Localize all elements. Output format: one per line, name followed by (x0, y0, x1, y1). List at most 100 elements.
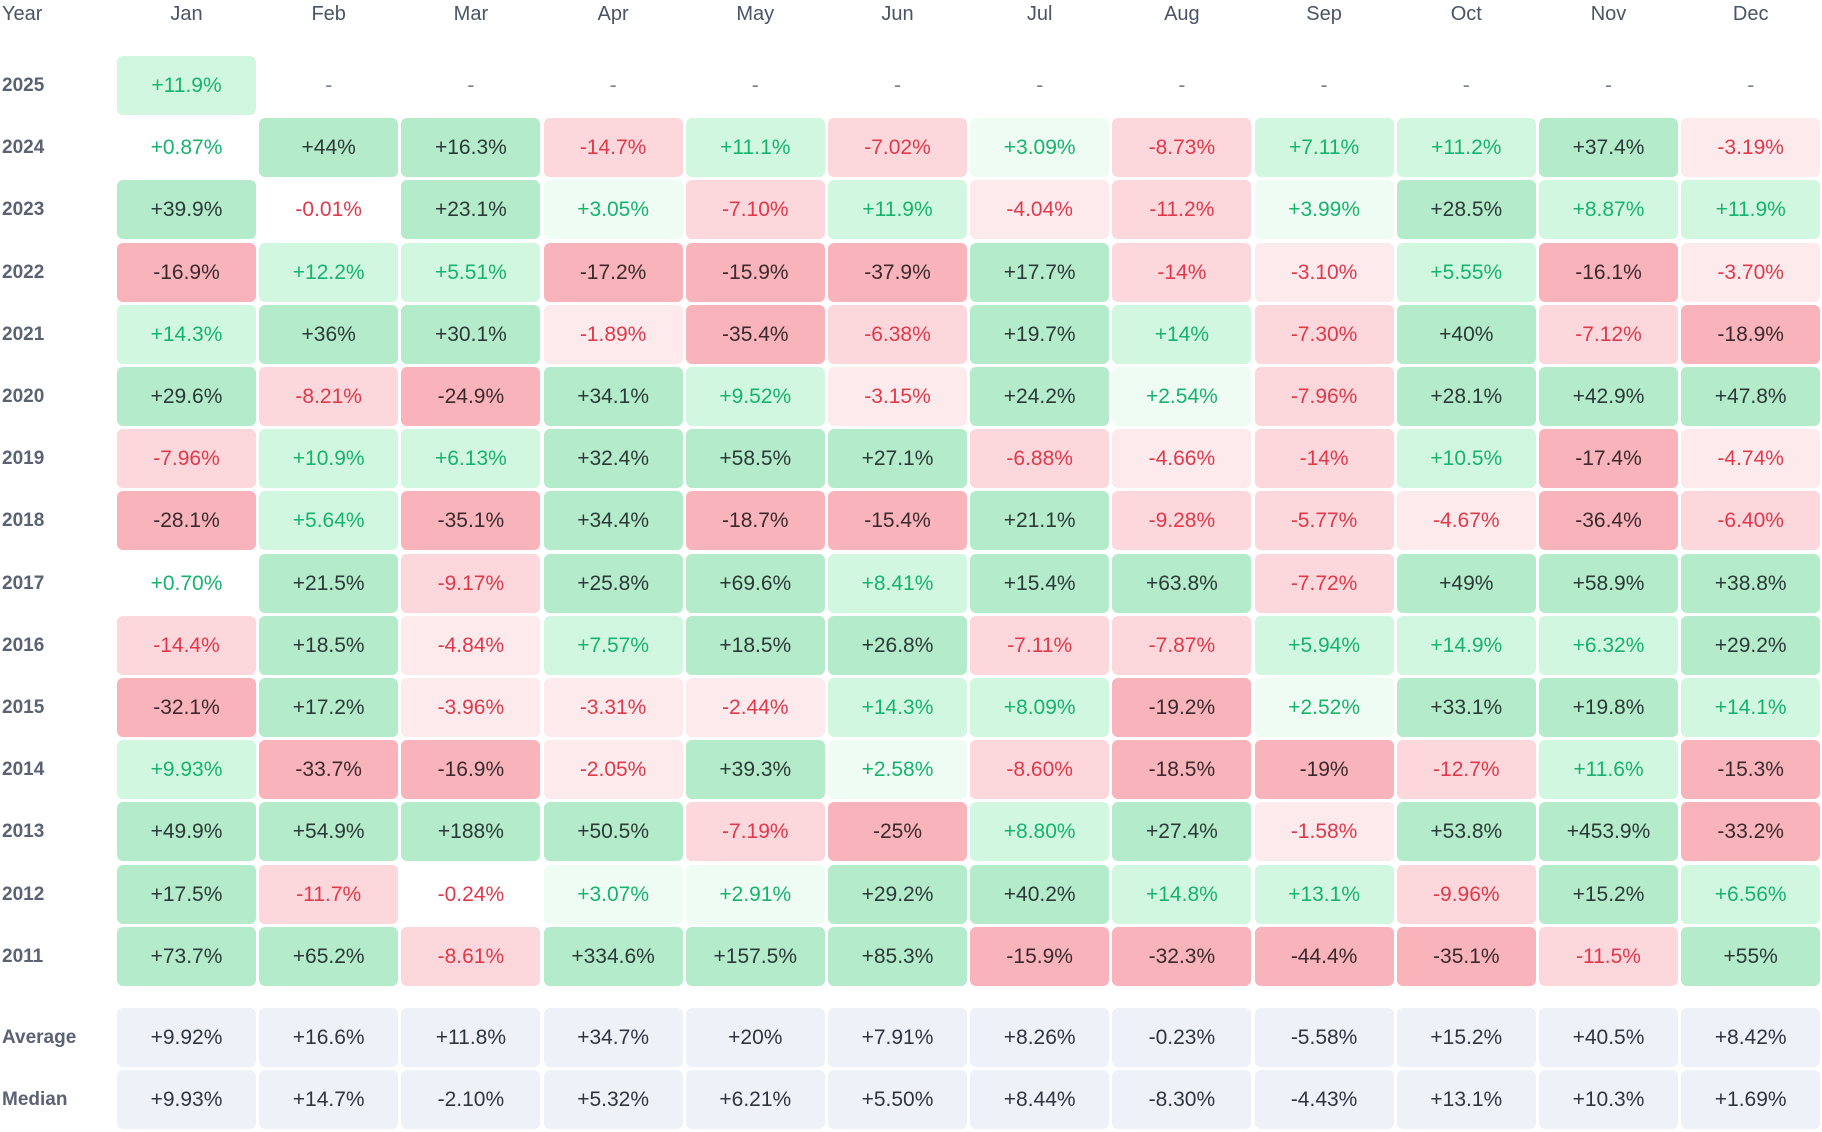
return-cell-2025-jun: - (894, 74, 901, 97)
median-cell-sep: -4.43% (1254, 1070, 1394, 1130)
return-cell-2017-may: +69.6% (685, 553, 825, 613)
return-cell-2011-sep: -44.4% (1254, 926, 1394, 986)
year-label-2018: 2018 (2, 510, 45, 532)
month-header-mar: Mar (453, 3, 489, 25)
average-cell-apr: +34.7% (543, 1008, 683, 1067)
year-label-2021: 2021 (2, 323, 45, 345)
month-header-jun: Jun (881, 3, 914, 25)
return-cell-2013-mar: +188% (401, 802, 541, 862)
year-label-2024: 2024 (2, 137, 45, 159)
return-cell-2022-aug: -14% (1112, 242, 1252, 302)
return-cell-2018-sep: -5.77% (1254, 491, 1394, 551)
return-cell-2021-jul: +19.7% (970, 304, 1110, 364)
return-cell-2013-oct: +53.8% (1396, 802, 1536, 862)
return-cell-2019-apr: +32.4% (543, 429, 683, 489)
return-cell-2012-feb: -11.7% (259, 864, 399, 924)
month-header-aug: Aug (1164, 3, 1200, 25)
return-cell-2021-feb: +36% (259, 304, 399, 364)
return-cell-2012-dec: +6.56% (1681, 864, 1821, 924)
return-cell-2016-dec: +29.2% (1681, 615, 1821, 675)
return-cell-2024-apr: -14.7% (543, 118, 683, 178)
return-cell-2020-apr: +34.1% (543, 367, 683, 426)
return-cell-2015-jun: +14.3% (828, 678, 967, 737)
return-cell-2014-oct: -12.7% (1396, 740, 1536, 800)
return-cell-2012-oct: -9.96% (1396, 864, 1536, 924)
average-cell-jan: +9.92% (117, 1008, 256, 1067)
return-cell-2014-jun: +2.58% (828, 740, 967, 800)
return-cell-2013-aug: +27.4% (1112, 802, 1252, 862)
return-cell-2015-apr: -3.31% (543, 678, 683, 737)
return-cell-2017-apr: +25.8% (543, 553, 683, 613)
return-cell-2020-sep: -7.96% (1254, 367, 1394, 426)
return-cell-2017-jun: +8.41% (828, 553, 967, 613)
return-cell-2012-jan: +17.5% (117, 864, 256, 924)
month-header-feb: Feb (311, 3, 346, 25)
year-label-2011: 2011 (2, 945, 44, 967)
return-cell-2011-aug: -32.3% (1112, 926, 1252, 986)
return-cell-2019-dec: -4.74% (1681, 429, 1821, 489)
return-cell-2019-feb: +10.9% (259, 429, 399, 489)
return-cell-2015-aug: -19.2% (1112, 678, 1252, 737)
return-cell-2019-mar: +6.13% (401, 429, 541, 489)
return-cell-2024-jun: -7.02% (828, 118, 967, 178)
return-cell-2013-jun: -25% (828, 802, 967, 862)
return-cell-2021-dec: -18.9% (1681, 304, 1821, 364)
return-cell-2016-feb: +18.5% (259, 615, 399, 675)
return-cell-2019-may: +58.5% (685, 429, 825, 489)
return-cell-2012-nov: +15.2% (1539, 864, 1678, 924)
return-cell-2023-aug: -11.2% (1112, 180, 1252, 240)
return-cell-2022-nov: -16.1% (1539, 242, 1678, 302)
median-cell-feb: +14.7% (259, 1070, 399, 1130)
return-cell-2020-mar: -24.9% (401, 367, 541, 426)
median-cell-mar: -2.10% (401, 1070, 541, 1130)
return-cell-2014-jan: +9.93% (117, 740, 256, 800)
return-cell-2014-sep: -19% (1254, 740, 1394, 800)
return-cell-2012-may: +2.91% (685, 864, 825, 924)
return-cell-2018-mar: -35.1% (401, 491, 541, 551)
year-label-2020: 2020 (2, 386, 45, 407)
average-cell-mar: +11.8% (401, 1008, 541, 1067)
return-cell-2017-oct: +49% (1396, 553, 1536, 613)
return-cell-2025-aug: - (1178, 74, 1186, 97)
return-cell-2011-mar: -8.61% (401, 926, 541, 986)
return-cell-2024-nov: +37.4% (1539, 118, 1678, 178)
return-cell-2011-apr: +334.6% (543, 926, 683, 986)
return-cell-2017-nov: +58.9% (1539, 553, 1678, 613)
return-cell-2025-apr: - (609, 74, 617, 97)
return-cell-2018-jan: -28.1% (117, 491, 256, 551)
month-header-oct: Oct (1450, 3, 1482, 25)
year-label-2015: 2015 (2, 697, 45, 718)
return-cell-2012-mar: -0.24% (437, 882, 505, 906)
return-cell-2014-may: +39.3% (685, 740, 825, 800)
return-cell-2011-may: +157.5% (685, 926, 825, 986)
return-cell-2015-oct: +33.1% (1396, 678, 1536, 737)
return-cell-2023-may: -7.10% (685, 180, 825, 240)
return-cell-2016-jul: -7.11% (970, 615, 1110, 675)
return-cell-2014-dec: -15.3% (1681, 740, 1821, 800)
month-header-jul: Jul (1026, 3, 1053, 25)
return-cell-2016-nov: +6.32% (1539, 615, 1678, 675)
return-cell-2012-apr: +3.07% (543, 864, 683, 924)
return-cell-2017-jul: +15.4% (970, 553, 1110, 613)
return-cell-2020-jan: +29.6% (117, 367, 256, 426)
return-cell-2011-jun: +85.3% (828, 926, 967, 986)
return-cell-2023-mar: +23.1% (401, 180, 541, 240)
return-cell-2021-mar: +30.1% (401, 304, 541, 364)
average-row-label: Average (2, 1027, 77, 1048)
month-header-nov: Nov (1590, 3, 1627, 25)
year-label-2013: 2013 (2, 821, 45, 843)
return-cell-2012-jun: +29.2% (828, 864, 967, 924)
return-cell-2015-sep: +2.52% (1254, 678, 1394, 737)
return-cell-2011-jan: +73.7% (117, 926, 256, 986)
return-cell-2020-nov: +42.9% (1539, 367, 1678, 426)
year-label-2023: 2023 (2, 199, 45, 221)
return-cell-2023-oct: +28.5% (1396, 180, 1536, 240)
return-cell-2018-nov: -36.4% (1539, 491, 1678, 551)
return-cell-2023-apr: +3.05% (543, 180, 683, 240)
return-cell-2021-apr: -1.89% (543, 304, 683, 364)
return-cell-2025-mar: - (467, 74, 475, 97)
return-cell-2017-feb: +21.5% (259, 553, 399, 613)
return-cell-2020-aug: +2.54% (1112, 367, 1252, 426)
return-cell-2014-mar: -16.9% (401, 740, 541, 800)
return-cell-2016-aug: -7.87% (1112, 615, 1252, 675)
